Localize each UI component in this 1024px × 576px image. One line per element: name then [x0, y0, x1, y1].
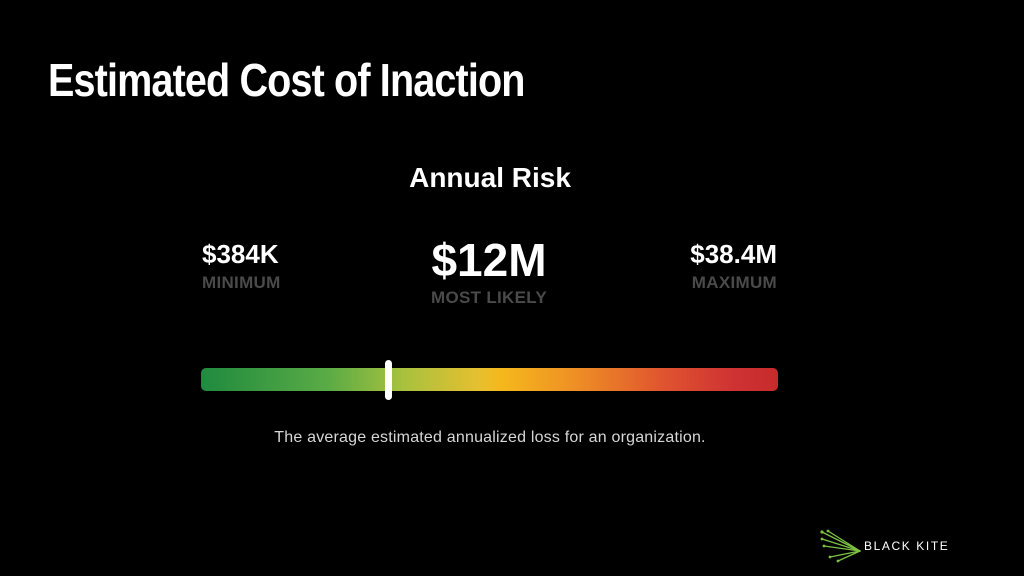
risk-gradient-bar [201, 368, 778, 391]
maximum-value: $38.4M [690, 239, 777, 269]
minimum-stat: $384K MINIMUM [202, 238, 281, 293]
risk-marker [385, 360, 393, 400]
annual-risk-heading: Annual Risk [409, 162, 571, 193]
page-title: Estimated Cost of Inaction [48, 54, 525, 106]
maximum-stat: $38.4M MAXIMUM [690, 238, 777, 293]
minimum-value: $384K [202, 239, 279, 269]
maximum-label: MAXIMUM [691, 273, 777, 292]
minimum-label: MINIMUM [202, 273, 281, 292]
kite-logo-icon [820, 529, 861, 563]
risk-caption: The average estimated annualized loss fo… [274, 429, 706, 446]
most-likely-stat: $12M MOST LIKELY [389, 232, 589, 308]
brand-logo: BLACK KITE [820, 526, 949, 566]
most-likely-value: $12M [431, 234, 547, 286]
most-likely-label: MOST LIKELY [430, 288, 548, 307]
brand-name: BLACK KITE [864, 539, 950, 553]
